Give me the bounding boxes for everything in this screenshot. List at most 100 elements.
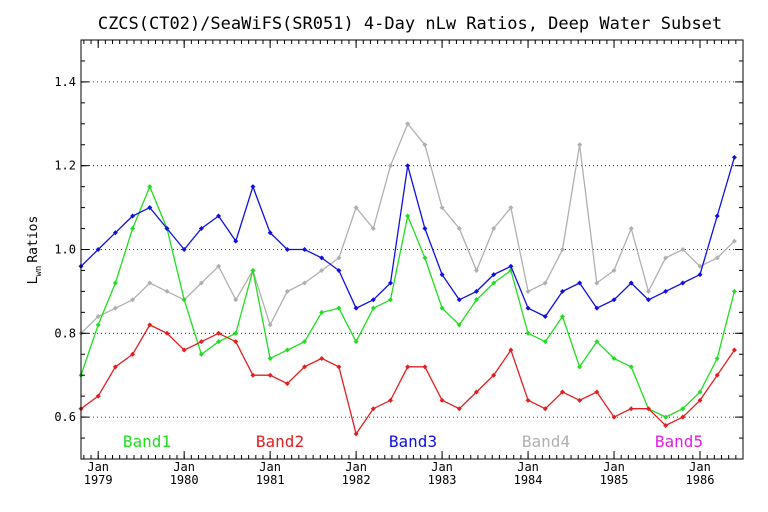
data-point (233, 330, 239, 336)
data-point (714, 213, 720, 219)
chart-title: CZCS(CT02)/SeaWiFS(SR051) 4-Day nLw Rati… (98, 14, 722, 34)
data-point (422, 364, 428, 370)
data-point (130, 297, 136, 303)
data-point (233, 297, 239, 303)
data-point (112, 305, 118, 311)
data-point (216, 339, 222, 345)
data-point (164, 288, 170, 294)
data-point (697, 397, 703, 403)
y-axis-label: Lwn Ratios (26, 216, 44, 285)
data-point (594, 280, 600, 286)
series-band4 (78, 121, 737, 336)
data-point (456, 226, 462, 232)
x-tick-year: 1986 (686, 473, 715, 487)
data-point (731, 347, 737, 353)
data-point (198, 226, 204, 232)
data-point (645, 288, 651, 294)
data-point (577, 364, 583, 370)
data-point (181, 347, 187, 353)
y-axis-label-subscript: wn (34, 266, 44, 277)
data-point (370, 305, 376, 311)
x-tick-month: Jan (517, 460, 539, 474)
data-point (130, 226, 136, 232)
data-point (302, 280, 308, 286)
data-point (697, 272, 703, 278)
x-axis: Jan1979Jan1980Jan1981Jan1982Jan1983Jan19… (83, 40, 744, 487)
x-tick-month: Jan (345, 460, 367, 474)
data-point (181, 297, 187, 303)
data-point (473, 389, 479, 395)
legend-band3: Band3 (389, 432, 437, 451)
data-point (405, 364, 411, 370)
data-point (663, 422, 669, 428)
data-point (319, 255, 325, 261)
data-point (250, 267, 256, 273)
data-point (542, 280, 548, 286)
data-point (594, 339, 600, 345)
data-point (491, 226, 497, 232)
data-point (714, 255, 720, 261)
data-point (645, 406, 651, 412)
y-axis-label-text: Ratios (26, 216, 41, 263)
data-point (216, 213, 222, 219)
data-point (388, 397, 394, 403)
data-point (388, 280, 394, 286)
data-point (422, 255, 428, 261)
y-tick-label: 0.8 (54, 326, 76, 340)
y-tick-label: 1.0 (54, 243, 76, 257)
data-point (663, 255, 669, 261)
data-point (319, 309, 325, 315)
data-point (559, 288, 565, 294)
data-point (559, 247, 565, 252)
data-point (216, 263, 222, 269)
y-tick-label: 0.6 (54, 410, 76, 424)
data-point (697, 263, 703, 269)
data-point (181, 247, 187, 252)
data-point (577, 397, 583, 403)
data-point (284, 381, 290, 387)
series-layer (78, 121, 737, 437)
data-point (439, 397, 445, 403)
data-point (559, 389, 565, 395)
data-point (336, 305, 342, 311)
x-tick-month: Jan (689, 460, 711, 474)
data-point (353, 305, 359, 311)
data-point (439, 272, 445, 278)
data-point (319, 355, 325, 361)
data-point (473, 267, 479, 273)
data-point (542, 314, 548, 320)
data-point (388, 297, 394, 303)
data-point (542, 406, 548, 412)
data-point (267, 372, 273, 378)
data-point (577, 280, 583, 286)
data-point (491, 280, 497, 286)
data-point (267, 322, 273, 328)
data-point (491, 372, 497, 378)
data-point (525, 305, 531, 311)
x-tick-year: 1985 (600, 473, 629, 487)
data-point (680, 247, 686, 252)
data-point (628, 364, 634, 370)
data-point (130, 213, 136, 219)
series-band1 (78, 184, 737, 420)
data-point (95, 322, 101, 328)
data-point (456, 297, 462, 303)
data-point (731, 288, 737, 294)
x-tick-year: 1979 (84, 473, 113, 487)
data-point (284, 347, 290, 353)
legend-band5: Band5 (655, 432, 703, 451)
series-band2 (78, 322, 737, 437)
data-point (147, 184, 153, 190)
data-point (577, 142, 583, 148)
data-point (645, 297, 651, 303)
x-tick-year: 1983 (428, 473, 457, 487)
data-point (611, 355, 617, 361)
data-point (405, 121, 411, 127)
legend-band1: Band1 (123, 432, 171, 451)
data-point (147, 322, 153, 328)
data-point (198, 351, 204, 357)
data-point (714, 372, 720, 378)
data-point (456, 322, 462, 328)
data-point (473, 288, 479, 294)
